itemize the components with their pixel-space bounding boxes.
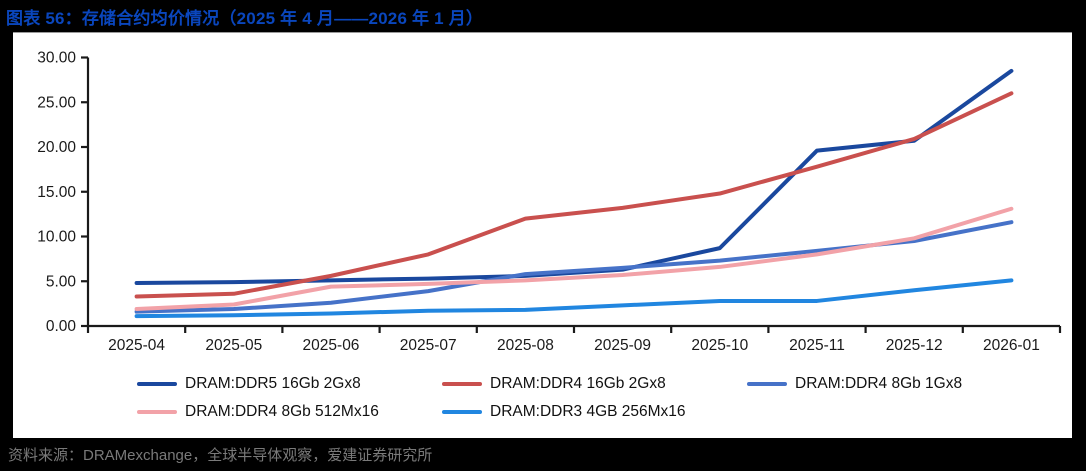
legend-label: DRAM:DDR4 16Gb 2Gx8 [490,375,666,392]
y-axis-tick-label: 25.00 [37,94,76,111]
legend-swatch-line-icon [137,382,177,386]
legend-swatch-line-icon [137,410,177,414]
x-axis-tick-label: 2025-08 [497,337,554,354]
legend-item: DRAM:DDR3 4GB 256Mx16 [442,401,747,423]
x-axis-tick-label: 2025-04 [108,337,165,354]
legend-swatch-line-icon [747,382,787,386]
x-axis-tick-label: 2025-10 [691,337,748,354]
y-axis-tick-label: 10.00 [37,229,76,246]
series-line [134,91,1014,299]
x-axis-tick-label: 2025-07 [400,337,457,354]
price-line-chart: 0.00 5.00 10.00 15.00 20.00 25.00 30.00 2025-04… [37,50,1062,354]
x-axis-tick-label: 2025-11 [789,337,845,354]
legend-label: DRAM:DDR5 16Gb 2Gx8 [185,375,361,392]
axes [86,57,1060,328]
legend-swatch-line-icon [442,382,482,386]
legend-item: DRAM:DDR5 16Gb 2Gx8 [137,373,442,395]
chart-legend: DRAM:DDR5 16Gb 2Gx8 DRAM:DDR4 16Gb 2Gx8 DR… [137,373,1067,423]
series-line [134,206,1014,311]
x-axis-tick-label: 2025-05 [205,337,262,354]
x-axis-tick-label: 2025-06 [303,337,360,354]
y-axis-tick-label: 15.00 [37,184,76,201]
source-note: 资料来源：DRAMexchange，全球半导体观察，爱建证券研究所 [8,447,433,464]
legend-label: DRAM:DDR4 8Gb 1Gx8 [795,375,963,392]
legend-label: DRAM:DDR3 4GB 256Mx16 [490,403,686,420]
legend-label: DRAM:DDR4 8Gb 512Mx16 [185,403,379,420]
legend-item: DRAM:DDR4 16Gb 2Gx8 [442,373,747,395]
x-axis-tick-label: 2025-12 [886,337,943,354]
y-axis-tick-label: 20.00 [37,139,76,156]
series-line [134,278,1014,319]
y-axis-tick-label: 30.00 [37,50,76,67]
series-line [134,68,1014,286]
chart-panel: 0.00 5.00 10.00 15.00 20.00 25.00 30.00 2025-04… [13,32,1072,438]
legend-item: DRAM:DDR4 8Gb 512Mx16 [137,401,442,423]
x-axis-tick-label: 2025-09 [594,337,651,354]
x-axis-tick-label: 2026-01 [983,337,1040,354]
legend-item: DRAM:DDR4 8Gb 1Gx8 [747,373,1052,395]
y-axis-tick-label: 0.00 [46,318,77,335]
figure-title: 图表 56：存储合约均价情况（2025 年 4 月——2026 年 1 月） [6,9,484,28]
y-axis-tick-label: 5.00 [46,273,77,290]
legend-swatch-line-icon [442,410,482,414]
